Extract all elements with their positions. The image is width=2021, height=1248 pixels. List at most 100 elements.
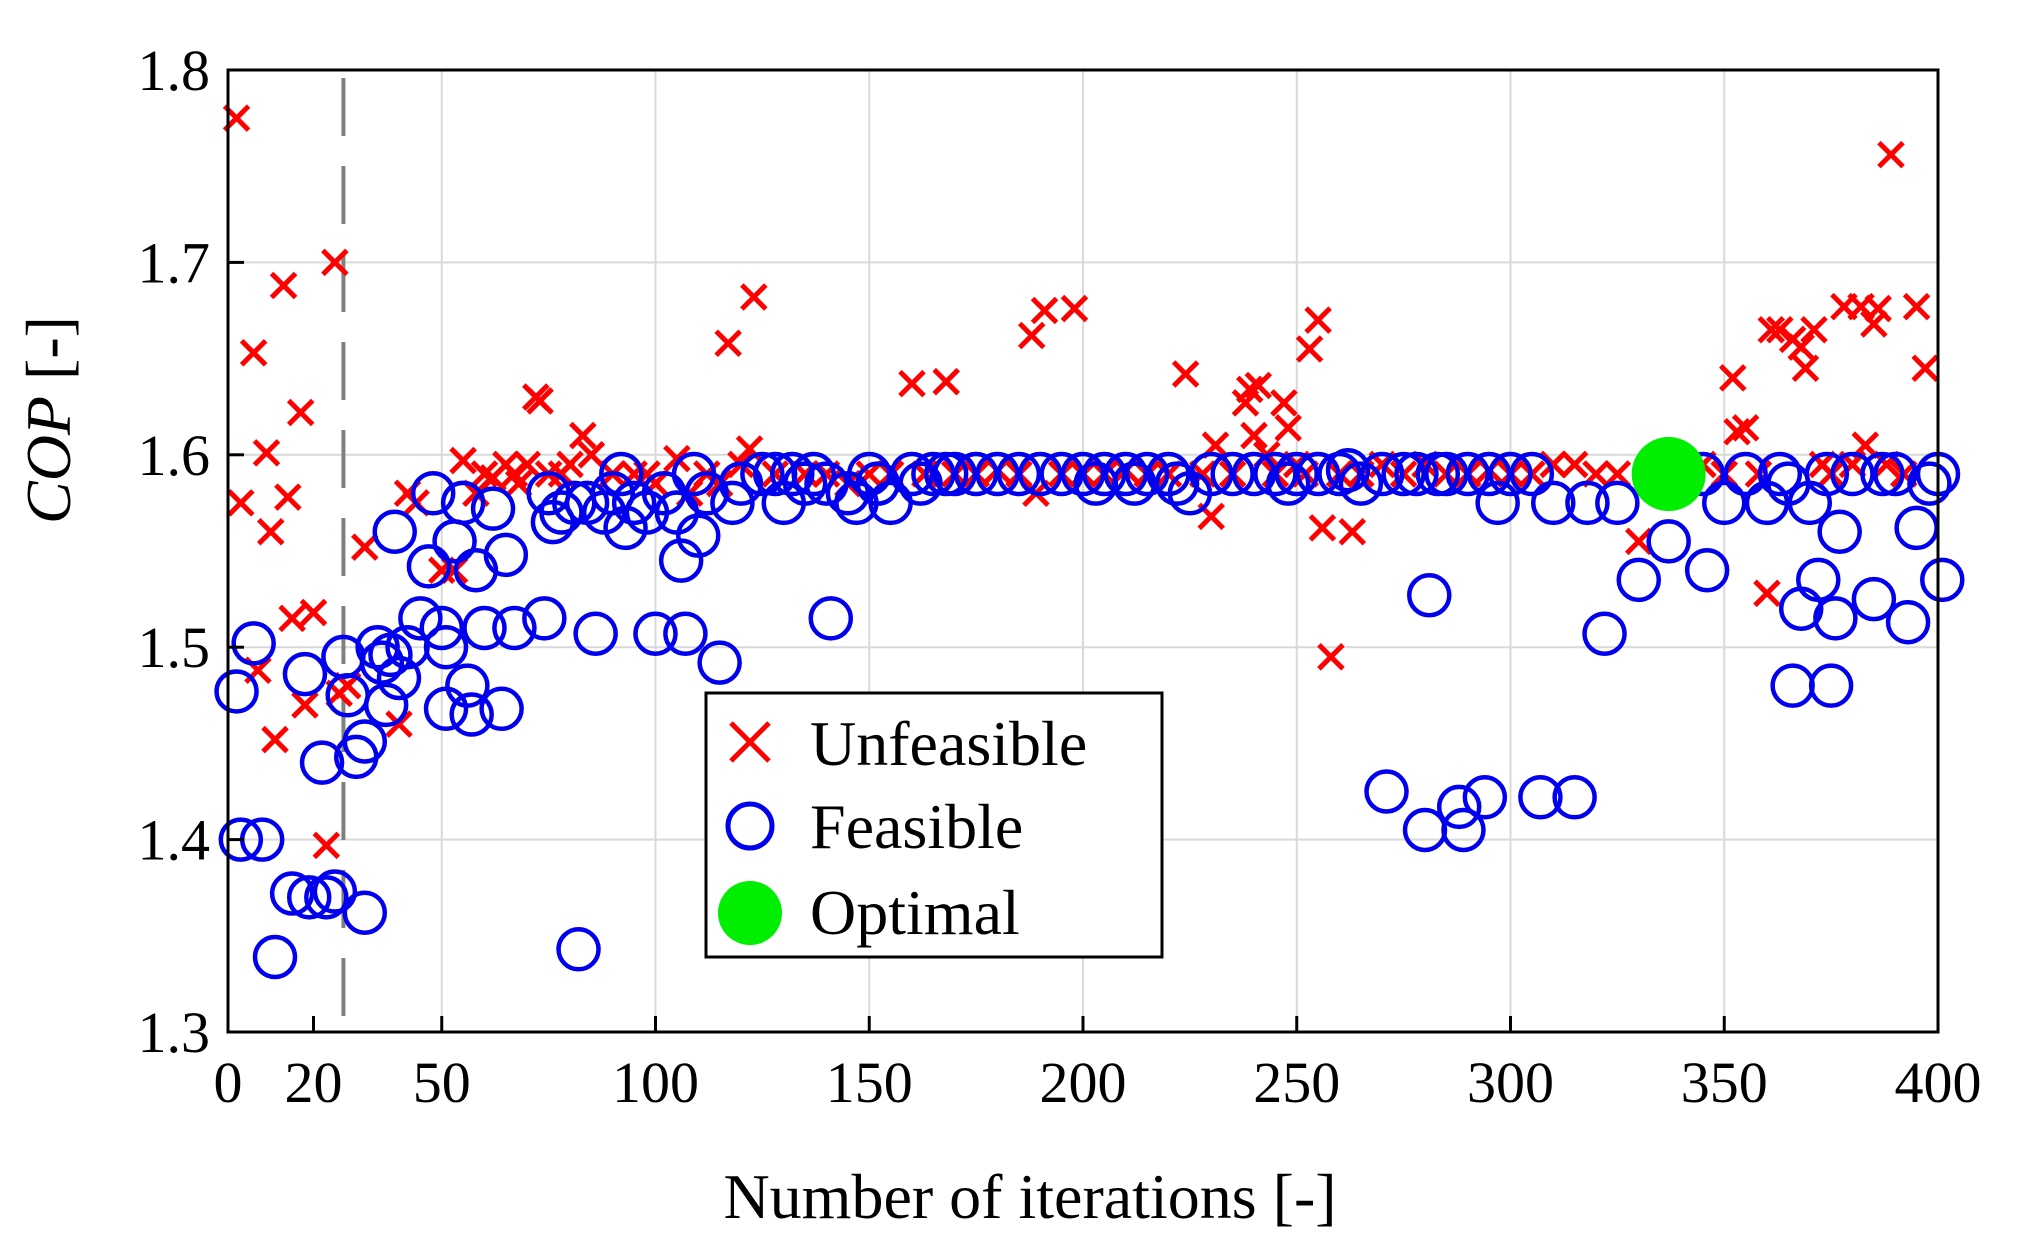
unfeasible-point-130	[1864, 294, 1892, 323]
feasible-point-23	[398, 596, 443, 641]
feasible-point-0	[214, 669, 259, 714]
feasible-point-116	[1445, 451, 1490, 497]
feasible-point-113	[1424, 451, 1469, 497]
unfeasible-point-8	[274, 483, 302, 511]
feasible-point-135	[1723, 451, 1768, 497]
y-axis-label-italic: COP	[13, 396, 84, 524]
unfeasible-point-13	[312, 831, 341, 860]
unfeasible-point-73	[1171, 360, 1200, 388]
feasible-point-134	[1702, 480, 1747, 526]
feasible-point-67	[770, 451, 815, 497]
unfeasible-point-42	[663, 444, 691, 473]
feasible-point-137	[1757, 451, 1803, 497]
unfeasible-point-84	[1270, 389, 1298, 417]
feasible-point-71	[808, 596, 854, 641]
unfeasible-point-91	[1317, 643, 1345, 671]
feasible-point-68	[782, 461, 828, 506]
legend-label-unfeasible: Unfeasible	[810, 708, 1087, 779]
feasible-point-46	[573, 611, 618, 656]
unfeasible-point-113	[1723, 417, 1751, 446]
feasible-point-69	[791, 451, 836, 497]
feasible-point-15	[342, 890, 388, 935]
feasible-point-62	[710, 480, 755, 526]
unfeasible-point-32	[526, 387, 554, 415]
feasible-point-79	[911, 451, 956, 497]
feasible-point-83	[975, 451, 1020, 497]
feasible-point-26	[419, 605, 464, 651]
feasible-point-31	[445, 663, 490, 708]
y-tick-label-1.3: 1.3	[138, 1000, 211, 1065]
feasible-point-9	[304, 875, 349, 920]
feasible-point-86	[1039, 451, 1084, 497]
feasible-point-78	[898, 461, 943, 506]
unfeasible-point-1	[227, 489, 255, 517]
feasible-point-60	[684, 471, 730, 516]
feasible-point-14	[342, 719, 388, 764]
feasible-point-59	[676, 513, 721, 558]
feasible-point-97	[1210, 451, 1255, 497]
x-tick-label-250: 250	[1253, 1050, 1340, 1115]
axes-frame	[226, 68, 1940, 1034]
unfeasible-point-90	[1308, 514, 1337, 542]
feasible-point-57	[663, 611, 708, 656]
unfeasible-point-79	[1235, 375, 1264, 404]
feasible-point-149	[1860, 451, 1905, 497]
feasible-point-121	[1509, 451, 1555, 497]
unfeasible-point-107	[1624, 527, 1653, 556]
unfeasible-point-80	[1240, 421, 1268, 450]
feasible-point-1	[218, 817, 264, 862]
y-axis-label-unit: [-]	[13, 316, 84, 396]
feasible-point-51	[611, 480, 657, 526]
feasible-point-91	[1112, 461, 1157, 506]
feasible-point-101	[1274, 451, 1319, 497]
feasible-point-6	[282, 651, 328, 697]
unfeasible-point-81	[1244, 371, 1273, 400]
unfeasible-point-49	[740, 283, 768, 311]
feasible-point-77	[889, 451, 935, 497]
feasible-point-25	[410, 471, 456, 516]
unfeasible-point-112	[1719, 364, 1747, 392]
x-tick-label-100: 100	[612, 1050, 699, 1115]
x-axis-label: Number of iterations [-]	[723, 1161, 1336, 1232]
feasible-point-2	[231, 621, 276, 666]
feasible-point-17	[359, 640, 405, 685]
x-tick-label-150: 150	[826, 1050, 913, 1115]
unfeasible-point-36	[569, 421, 597, 450]
x-tick-label-200: 200	[1040, 1050, 1127, 1115]
feasible-point-98	[1231, 451, 1277, 497]
feasible-point-34	[462, 605, 507, 651]
feasible-point-39	[522, 596, 567, 641]
unfeasible-point-132	[1877, 140, 1905, 169]
unfeasible-point-7	[269, 271, 298, 300]
feasible-point-142	[1796, 557, 1841, 603]
data-points	[214, 104, 1965, 980]
feasible-point-147	[1830, 451, 1875, 497]
feasible-point-44	[556, 927, 601, 972]
unfeasible-point-117	[1757, 315, 1786, 344]
legend: Unfeasible Feasible Optimal	[704, 691, 1164, 959]
unfeasible-point-135	[1911, 354, 1939, 382]
feasible-point-49	[599, 451, 644, 497]
unfeasible-point-89	[1304, 306, 1332, 334]
feasible-point-64	[740, 451, 785, 497]
feasible-point-114	[1436, 784, 1482, 830]
feasible-point-32	[449, 692, 494, 737]
feasible-point-27	[423, 624, 469, 670]
feasible-point-144	[1808, 663, 1854, 708]
unfeasible-point-121	[1791, 354, 1820, 382]
feasible-point-94	[1154, 461, 1200, 506]
feasible-point-7	[286, 875, 332, 920]
unfeasible-point-56	[898, 369, 926, 398]
unfeasible-point-30	[513, 450, 542, 479]
feasible-point-38	[492, 605, 537, 651]
x-tick-label-400: 400	[1895, 1050, 1982, 1115]
feasible-point-125	[1565, 480, 1610, 526]
legend-marker-feasible	[725, 801, 775, 851]
feasible-point-133	[1684, 547, 1730, 593]
feasible-point-5	[269, 871, 315, 916]
unfeasible-point-17	[351, 533, 379, 561]
feasible-point-120	[1488, 451, 1533, 497]
unfeasible-point-116	[1753, 579, 1781, 608]
unfeasible-point-4	[252, 439, 281, 467]
